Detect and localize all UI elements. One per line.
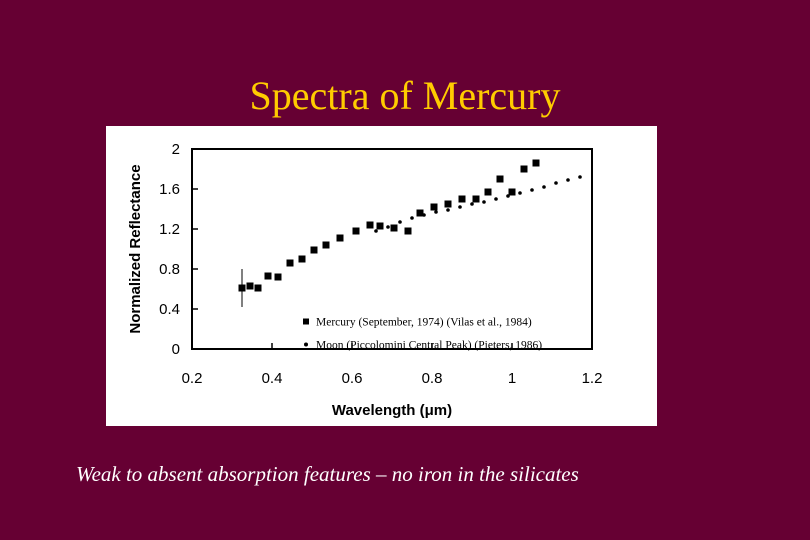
mercury-point — [352, 227, 360, 235]
mercury-point — [254, 284, 262, 292]
moon-point — [398, 220, 402, 224]
mercury-point — [416, 209, 424, 217]
moon-point — [566, 178, 570, 182]
mercury-point — [310, 246, 318, 254]
mercury-point — [472, 195, 480, 203]
moon-point — [578, 175, 582, 179]
moon-point — [518, 191, 522, 195]
y-tick-label: 1.2 — [159, 221, 180, 238]
moon-point — [542, 185, 546, 189]
mercury-point — [430, 203, 438, 211]
moon-point — [434, 210, 438, 214]
moon-point — [470, 202, 474, 206]
mercury-point — [444, 200, 452, 208]
mercury-point — [496, 175, 504, 183]
moon-point — [530, 188, 534, 192]
reflectance-chart: 0.2 0.4 0.6 0.8 1 1.2 0 0.4 0.8 1.2 1.6 2 Mercury (… — [127, 141, 603, 419]
mercury-point — [286, 259, 294, 267]
mercury-point — [238, 284, 246, 292]
mercury-point — [458, 195, 466, 203]
y-axis-label: Normalized Reflectance — [127, 164, 144, 333]
mercury-point — [274, 273, 282, 281]
x-tick-label: 0.2 — [182, 370, 203, 387]
y-tick-label: 1.6 — [159, 181, 180, 198]
mercury-point — [390, 224, 398, 232]
slide-title: Spectra of Mercury — [249, 73, 561, 118]
mercury-point — [520, 165, 528, 173]
mercury-point — [366, 221, 374, 229]
y-tick-label: 0 — [172, 341, 180, 358]
legend-entry-mercury: Mercury (September, 1974) (Vilas et al.,… — [316, 317, 532, 329]
mercury-point — [484, 188, 492, 196]
mercury-point — [532, 159, 540, 167]
x-tick-label: 1.2 — [582, 370, 603, 387]
moon-point — [410, 216, 414, 220]
mercury-point — [404, 227, 412, 235]
y-tick-label: 2 — [172, 141, 180, 158]
x-tick-label: 0.6 — [342, 370, 363, 387]
mercury-point — [264, 272, 272, 280]
mercury-point — [322, 241, 330, 249]
moon-point — [422, 213, 426, 217]
x-tick-label: 0.8 — [422, 370, 443, 387]
legend-entry-moon: Moon (Piccolomini Central Peak) (Pieters… — [316, 340, 542, 352]
mercury-point — [376, 222, 384, 230]
x-tick-label: 0.4 — [262, 370, 283, 387]
x-tick-label: 1 — [508, 370, 516, 387]
moon-point — [386, 225, 390, 229]
x-axis-label: Wavelength (μm) — [332, 402, 452, 419]
y-tick-label: 0.4 — [159, 301, 180, 318]
mercury-point — [246, 282, 254, 290]
moon-point — [554, 181, 558, 185]
moon-point — [506, 194, 510, 198]
moon-point — [458, 205, 462, 209]
mercury-point — [508, 188, 516, 196]
plot-frame — [191, 148, 593, 350]
moon-point — [446, 208, 450, 212]
mercury-point — [336, 234, 344, 242]
moon-point — [482, 200, 486, 204]
moon-point — [374, 229, 378, 233]
moon-point — [494, 197, 498, 201]
chart-panel: 0.2 0.4 0.6 0.8 1 1.2 0 0.4 0.8 1.2 1.6 2 Mercury (… — [106, 126, 657, 426]
legend-marker-moon — [304, 342, 308, 347]
slide-caption: Weak to absent absorption features – no … — [76, 462, 579, 486]
y-tick-label: 0.8 — [159, 261, 180, 278]
legend-marker-mercury — [303, 318, 309, 325]
mercury-point — [298, 255, 306, 263]
